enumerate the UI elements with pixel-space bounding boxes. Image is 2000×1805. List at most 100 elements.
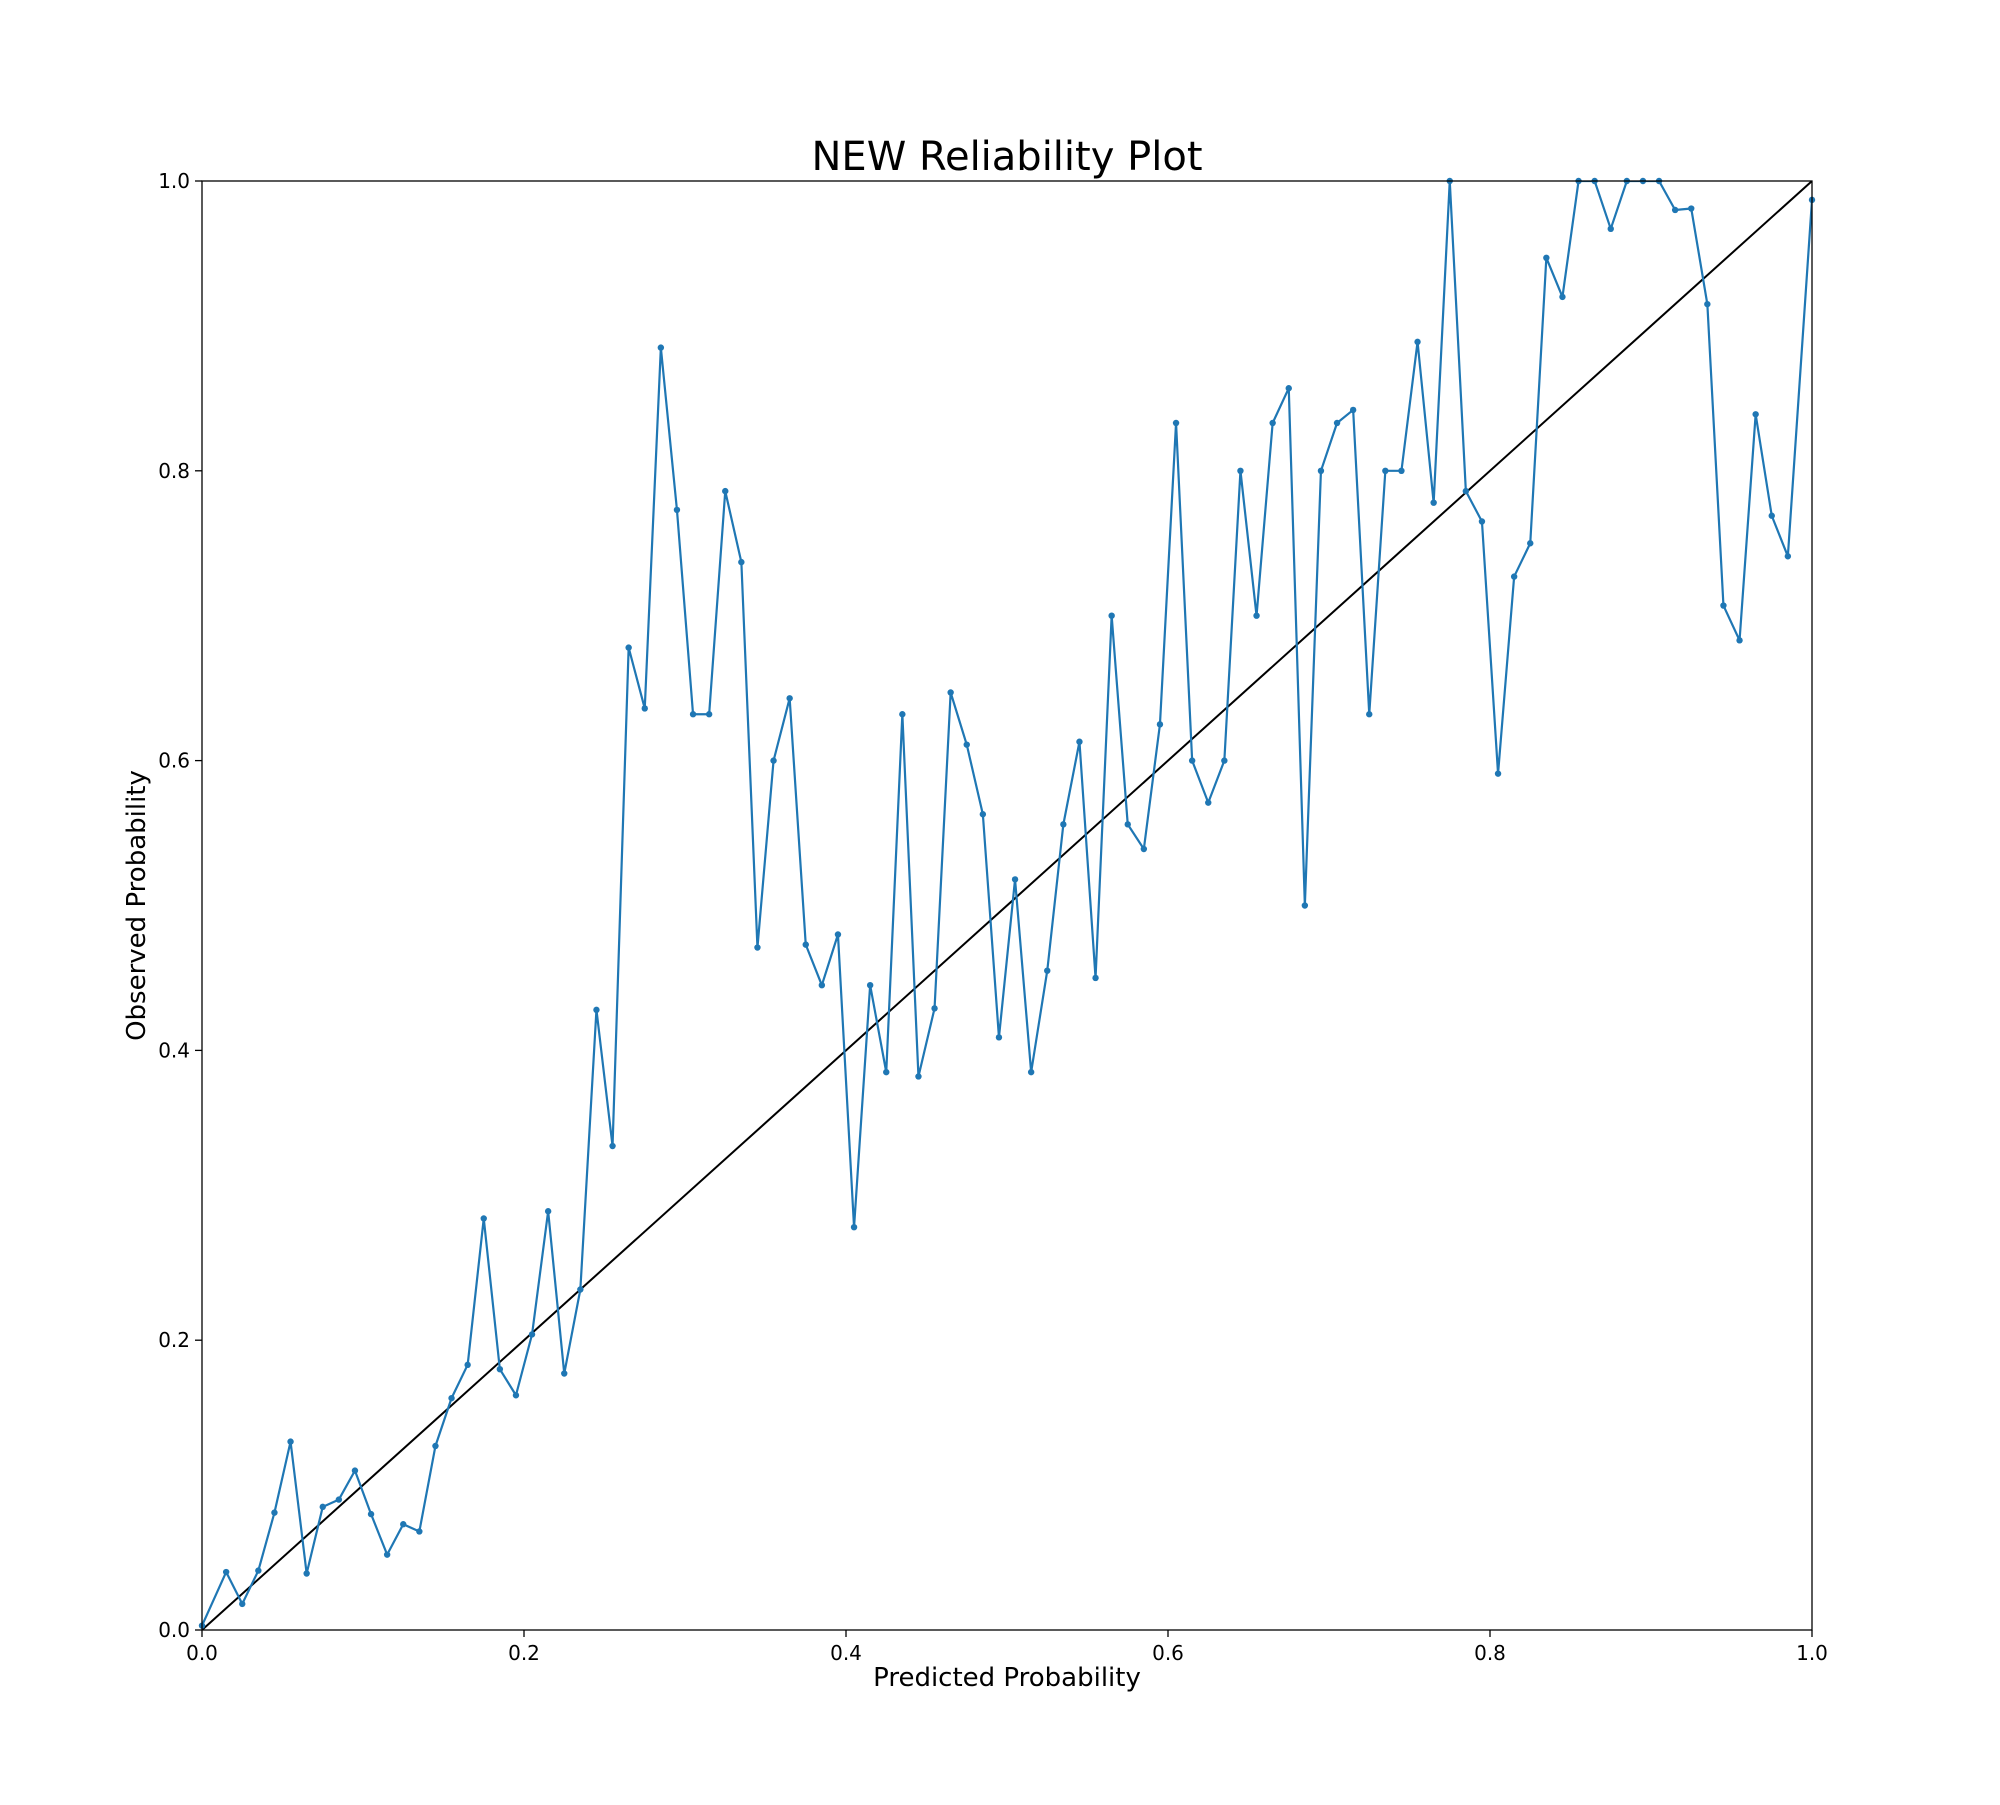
x-tick-label: 0.0 <box>186 1641 218 1665</box>
data-point <box>383 1551 391 1558</box>
data-point <box>850 1223 858 1231</box>
data-point <box>1527 540 1534 547</box>
data-point <box>1027 1068 1035 1076</box>
data-point <box>802 941 809 948</box>
data-point <box>1044 967 1051 974</box>
data-point <box>1333 419 1341 427</box>
data-point <box>1269 419 1276 427</box>
data-point <box>1221 757 1228 764</box>
data-point <box>303 1570 310 1577</box>
data-point <box>657 344 665 351</box>
data-point <box>1430 499 1437 506</box>
data-point <box>1285 385 1292 392</box>
data-point <box>335 1496 343 1503</box>
data-point <box>561 1370 568 1377</box>
data-point <box>947 689 954 696</box>
data-point <box>915 1073 922 1080</box>
data-point <box>786 695 793 702</box>
data-point <box>641 705 648 712</box>
data-point <box>1205 799 1212 806</box>
x-tick-label: 0.6 <box>1152 1641 1184 1665</box>
y-tick-label: 0.4 <box>158 1038 190 1062</box>
data-point <box>1510 573 1518 580</box>
data-point <box>673 506 681 514</box>
reliability-series-line <box>202 181 1812 1627</box>
x-tick-label: 0.4 <box>830 1641 862 1665</box>
data-point <box>738 558 745 566</box>
data-point <box>367 1510 375 1518</box>
data-point <box>1253 612 1260 619</box>
data-point <box>609 1142 616 1150</box>
y-axis-title: Observed Probability <box>122 770 152 1041</box>
data-point <box>1317 467 1325 474</box>
data-point <box>722 487 729 495</box>
data-point <box>400 1521 407 1528</box>
data-point <box>963 741 970 748</box>
data-point <box>351 1467 359 1474</box>
data-point <box>1124 821 1131 828</box>
data-point <box>416 1528 423 1535</box>
data-point <box>1092 974 1099 982</box>
data-point <box>271 1509 278 1516</box>
data-point <box>448 1394 455 1402</box>
data-point <box>1784 553 1792 560</box>
data-point <box>1768 512 1775 519</box>
data-point <box>1172 419 1180 427</box>
data-point <box>544 1208 552 1215</box>
data-point <box>1237 467 1244 474</box>
data-point <box>1688 205 1695 212</box>
data-point <box>995 1034 1003 1041</box>
data-point <box>593 1006 600 1014</box>
data-point <box>1414 338 1421 346</box>
data-point <box>1140 845 1148 853</box>
data-point <box>1607 225 1614 233</box>
data-point <box>432 1442 439 1450</box>
data-point <box>625 644 632 651</box>
data-point <box>979 811 987 818</box>
chart-title: NEW Reliability Plot <box>812 134 1203 180</box>
data-point <box>1704 300 1711 308</box>
data-point <box>1543 254 1550 261</box>
data-point <box>1478 518 1486 525</box>
data-point <box>818 981 826 989</box>
data-point <box>1671 206 1679 214</box>
x-tick-label: 0.2 <box>508 1641 540 1665</box>
x-tick-label: 0.8 <box>1474 1641 1506 1665</box>
reference-diagonal-line <box>202 181 1812 1630</box>
data-point <box>899 711 906 718</box>
data-point <box>1349 406 1357 414</box>
data-point <box>222 1568 230 1576</box>
data-point <box>287 1438 294 1445</box>
data-point <box>754 944 761 951</box>
data-point <box>883 1068 890 1076</box>
data-point <box>834 931 842 938</box>
data-point <box>1752 411 1759 418</box>
data-point <box>239 1600 246 1608</box>
data-point <box>1301 902 1309 909</box>
x-axis-title: Predicted Probability <box>873 1663 1141 1693</box>
data-point <box>1366 711 1373 718</box>
data-point <box>931 1005 938 1012</box>
data-point <box>528 1331 536 1338</box>
data-point <box>577 1286 584 1293</box>
data-point <box>770 757 777 764</box>
x-tick-label: 1.0 <box>1796 1641 1828 1665</box>
data-point <box>1011 876 1019 883</box>
plot-area: 0.0 0.2 0.4 0.6 0.8 1.0 0.0 0.2 0.4 0.6 0.8 1.0 <box>158 169 1828 1665</box>
data-point <box>1076 738 1083 745</box>
data-point <box>1060 821 1067 828</box>
y-tick-label: 0.8 <box>158 459 190 483</box>
data-point <box>1559 293 1566 301</box>
data-point <box>1156 721 1164 728</box>
data-point <box>1382 467 1389 474</box>
y-tick-label: 0.2 <box>158 1328 190 1352</box>
data-point <box>1462 487 1470 495</box>
data-point <box>1736 637 1743 644</box>
data-point <box>866 981 874 989</box>
data-point <box>705 711 713 718</box>
y-tick-label: 0.6 <box>158 749 190 773</box>
data-point <box>464 1361 471 1369</box>
data-point <box>1494 770 1502 777</box>
